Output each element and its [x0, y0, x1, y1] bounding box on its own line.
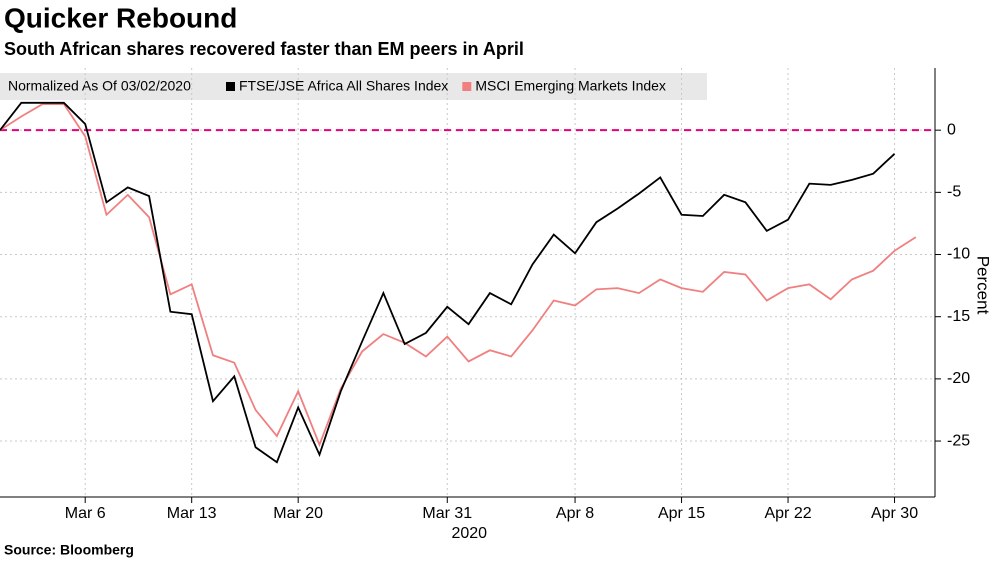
line-series	[0, 101, 896, 464]
y-tick-label: -15	[947, 308, 970, 325]
x-tick-label: Apr 30	[871, 505, 918, 522]
chart-title: Quicker Rebound	[4, 2, 237, 33]
legend-swatch	[462, 82, 472, 91]
x-tick-label: Apr 15	[658, 505, 705, 522]
x-tick-label: Apr 22	[764, 505, 811, 522]
y-tick-label: -20	[947, 370, 970, 387]
x-tick-label: Mar 31	[422, 505, 472, 522]
x-tick-label: Mar 6	[65, 505, 106, 522]
y-tick-label: 0	[947, 121, 956, 138]
legend-swatch	[226, 82, 235, 91]
y-tick-label: -5	[947, 184, 961, 201]
legend-background	[0, 73, 707, 100]
legend-title: Normalized As Of 03/02/2020	[8, 78, 191, 94]
x-annotation: 2020	[451, 525, 487, 542]
x-tick-label: Mar 20	[273, 505, 323, 522]
y-tick-label: -10	[947, 246, 970, 263]
legend-label: MSCI Emerging Markets Index	[475, 78, 666, 94]
x-tick-label: Apr 8	[556, 505, 594, 522]
source: Source: Bloomberg	[4, 542, 134, 558]
y-tick-label: -25	[947, 432, 970, 449]
y-axis-label: Percent	[974, 256, 993, 315]
line-series	[0, 103, 917, 448]
legend-label: FTSE/JSE Africa All Shares Index	[239, 78, 448, 94]
chart-subtitle: South African shares recovered faster th…	[4, 39, 524, 59]
x-tick-label: Mar 13	[167, 505, 217, 522]
